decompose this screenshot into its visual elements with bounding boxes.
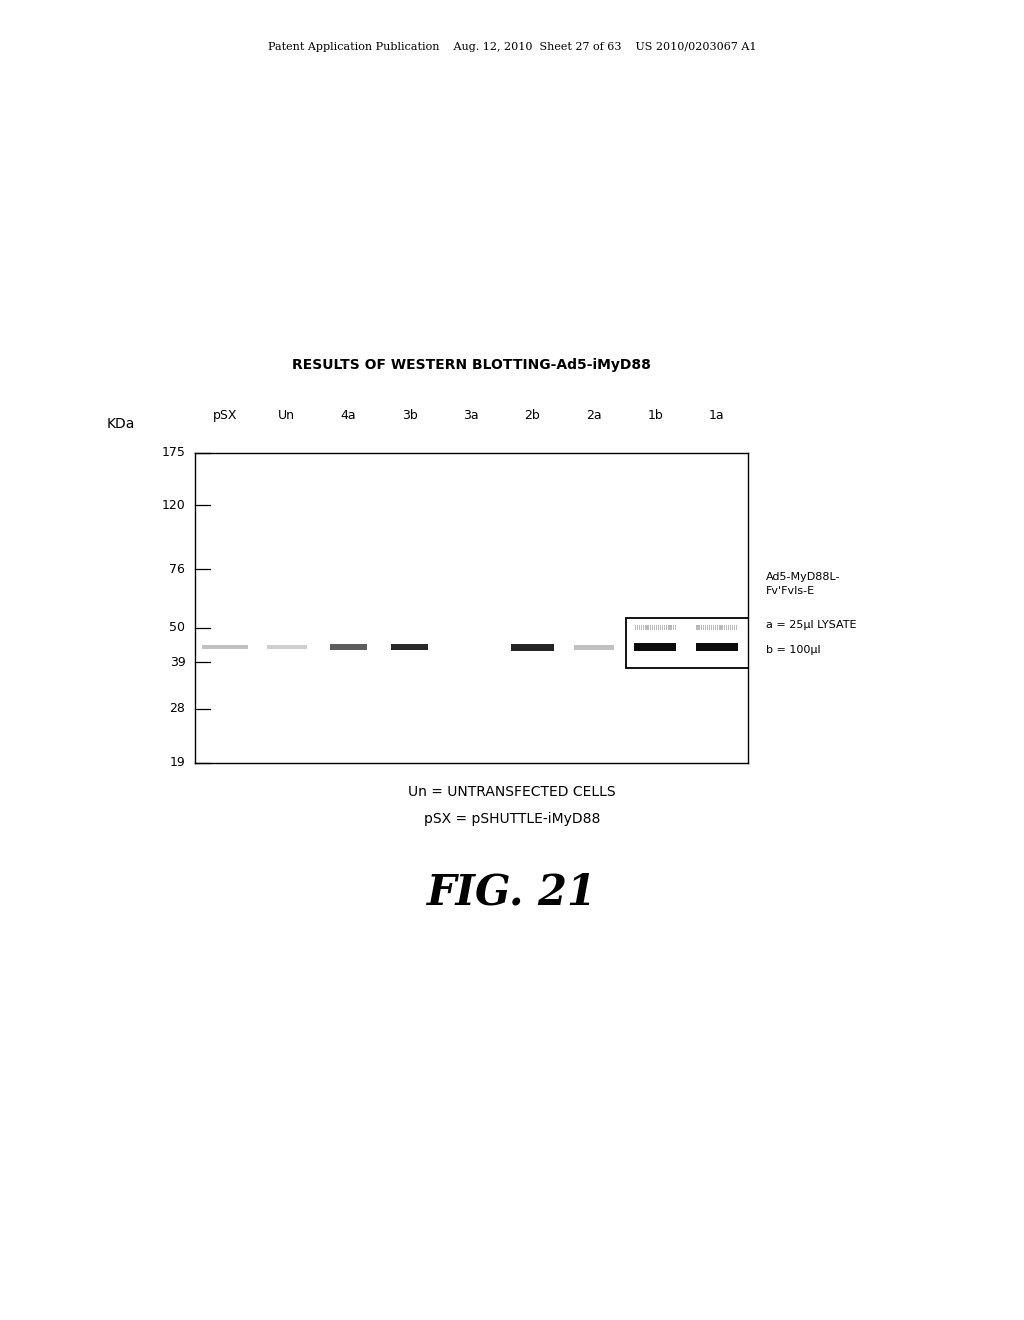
Text: pSX: pSX (213, 409, 238, 422)
Bar (573, 645, 614, 649)
Bar (667, 624, 668, 630)
Bar (626, 618, 749, 668)
Text: Un = UNTRANSFECTED CELLS: Un = UNTRANSFECTED CELLS (409, 785, 615, 800)
Bar (643, 624, 644, 630)
Text: pSX = pSHUTTLE-iMyD88: pSX = pSHUTTLE-iMyD88 (424, 812, 600, 826)
Text: Ad5-MyD88L-: Ad5-MyD88L- (766, 572, 841, 582)
Bar (724, 624, 725, 630)
Bar (722, 624, 723, 630)
Bar (266, 645, 307, 649)
Bar (709, 624, 710, 630)
Bar (700, 624, 701, 630)
Bar (649, 624, 650, 630)
Text: 3a: 3a (463, 409, 479, 422)
Text: 28: 28 (169, 702, 185, 715)
Text: KDa: KDa (106, 417, 135, 432)
Bar (719, 624, 721, 630)
Bar (696, 643, 737, 651)
Bar (653, 624, 655, 630)
Bar (657, 624, 659, 630)
Text: 2a: 2a (586, 409, 602, 422)
Bar (705, 624, 706, 630)
Text: RESULTS OF WESTERN BLOTTING-Ad5-iMyD88: RESULTS OF WESTERN BLOTTING-Ad5-iMyD88 (292, 358, 650, 372)
Bar (669, 624, 670, 630)
Bar (645, 624, 646, 630)
Bar (663, 624, 664, 630)
Text: a = 25µl LYSATE: a = 25µl LYSATE (766, 620, 856, 630)
Bar (203, 645, 248, 649)
Text: 39: 39 (170, 656, 185, 669)
Text: 3b: 3b (401, 409, 418, 422)
Bar (639, 624, 640, 630)
Text: Fv'FvIs-E: Fv'FvIs-E (766, 586, 815, 597)
Bar (715, 624, 717, 630)
Bar (651, 624, 653, 630)
Bar (660, 624, 662, 630)
Text: Un: Un (279, 409, 295, 422)
Bar (391, 644, 428, 651)
Text: FIG. 21: FIG. 21 (427, 871, 597, 913)
Text: 4a: 4a (340, 409, 356, 422)
Text: 1b: 1b (647, 409, 664, 422)
Bar (675, 624, 676, 630)
Bar (671, 624, 672, 630)
Bar (698, 624, 699, 630)
Bar (726, 624, 727, 630)
Bar (736, 624, 737, 630)
Bar (707, 624, 708, 630)
Bar (647, 624, 648, 630)
Bar (730, 624, 731, 630)
Bar (655, 624, 657, 630)
Bar (641, 624, 642, 630)
Bar (330, 644, 367, 649)
Bar (711, 624, 712, 630)
Text: b = 100µl: b = 100µl (766, 645, 820, 656)
Bar (696, 624, 697, 630)
Bar (713, 624, 715, 630)
Bar (732, 624, 733, 630)
Bar (717, 624, 719, 630)
Bar (665, 624, 666, 630)
Bar (734, 624, 735, 630)
Text: 120: 120 (162, 499, 185, 512)
Bar (635, 643, 676, 651)
Bar (673, 624, 674, 630)
Text: Patent Application Publication    Aug. 12, 2010  Sheet 27 of 63    US 2010/02030: Patent Application Publication Aug. 12, … (267, 42, 757, 53)
Text: 2b: 2b (524, 409, 541, 422)
Bar (637, 624, 638, 630)
Bar (635, 624, 636, 630)
Text: 19: 19 (170, 756, 185, 770)
Bar (511, 644, 554, 651)
Bar (728, 624, 729, 630)
Text: 76: 76 (169, 562, 185, 576)
Text: 1a: 1a (709, 409, 725, 422)
Text: 50: 50 (169, 622, 185, 635)
Bar (702, 624, 703, 630)
Text: 175: 175 (162, 446, 185, 459)
